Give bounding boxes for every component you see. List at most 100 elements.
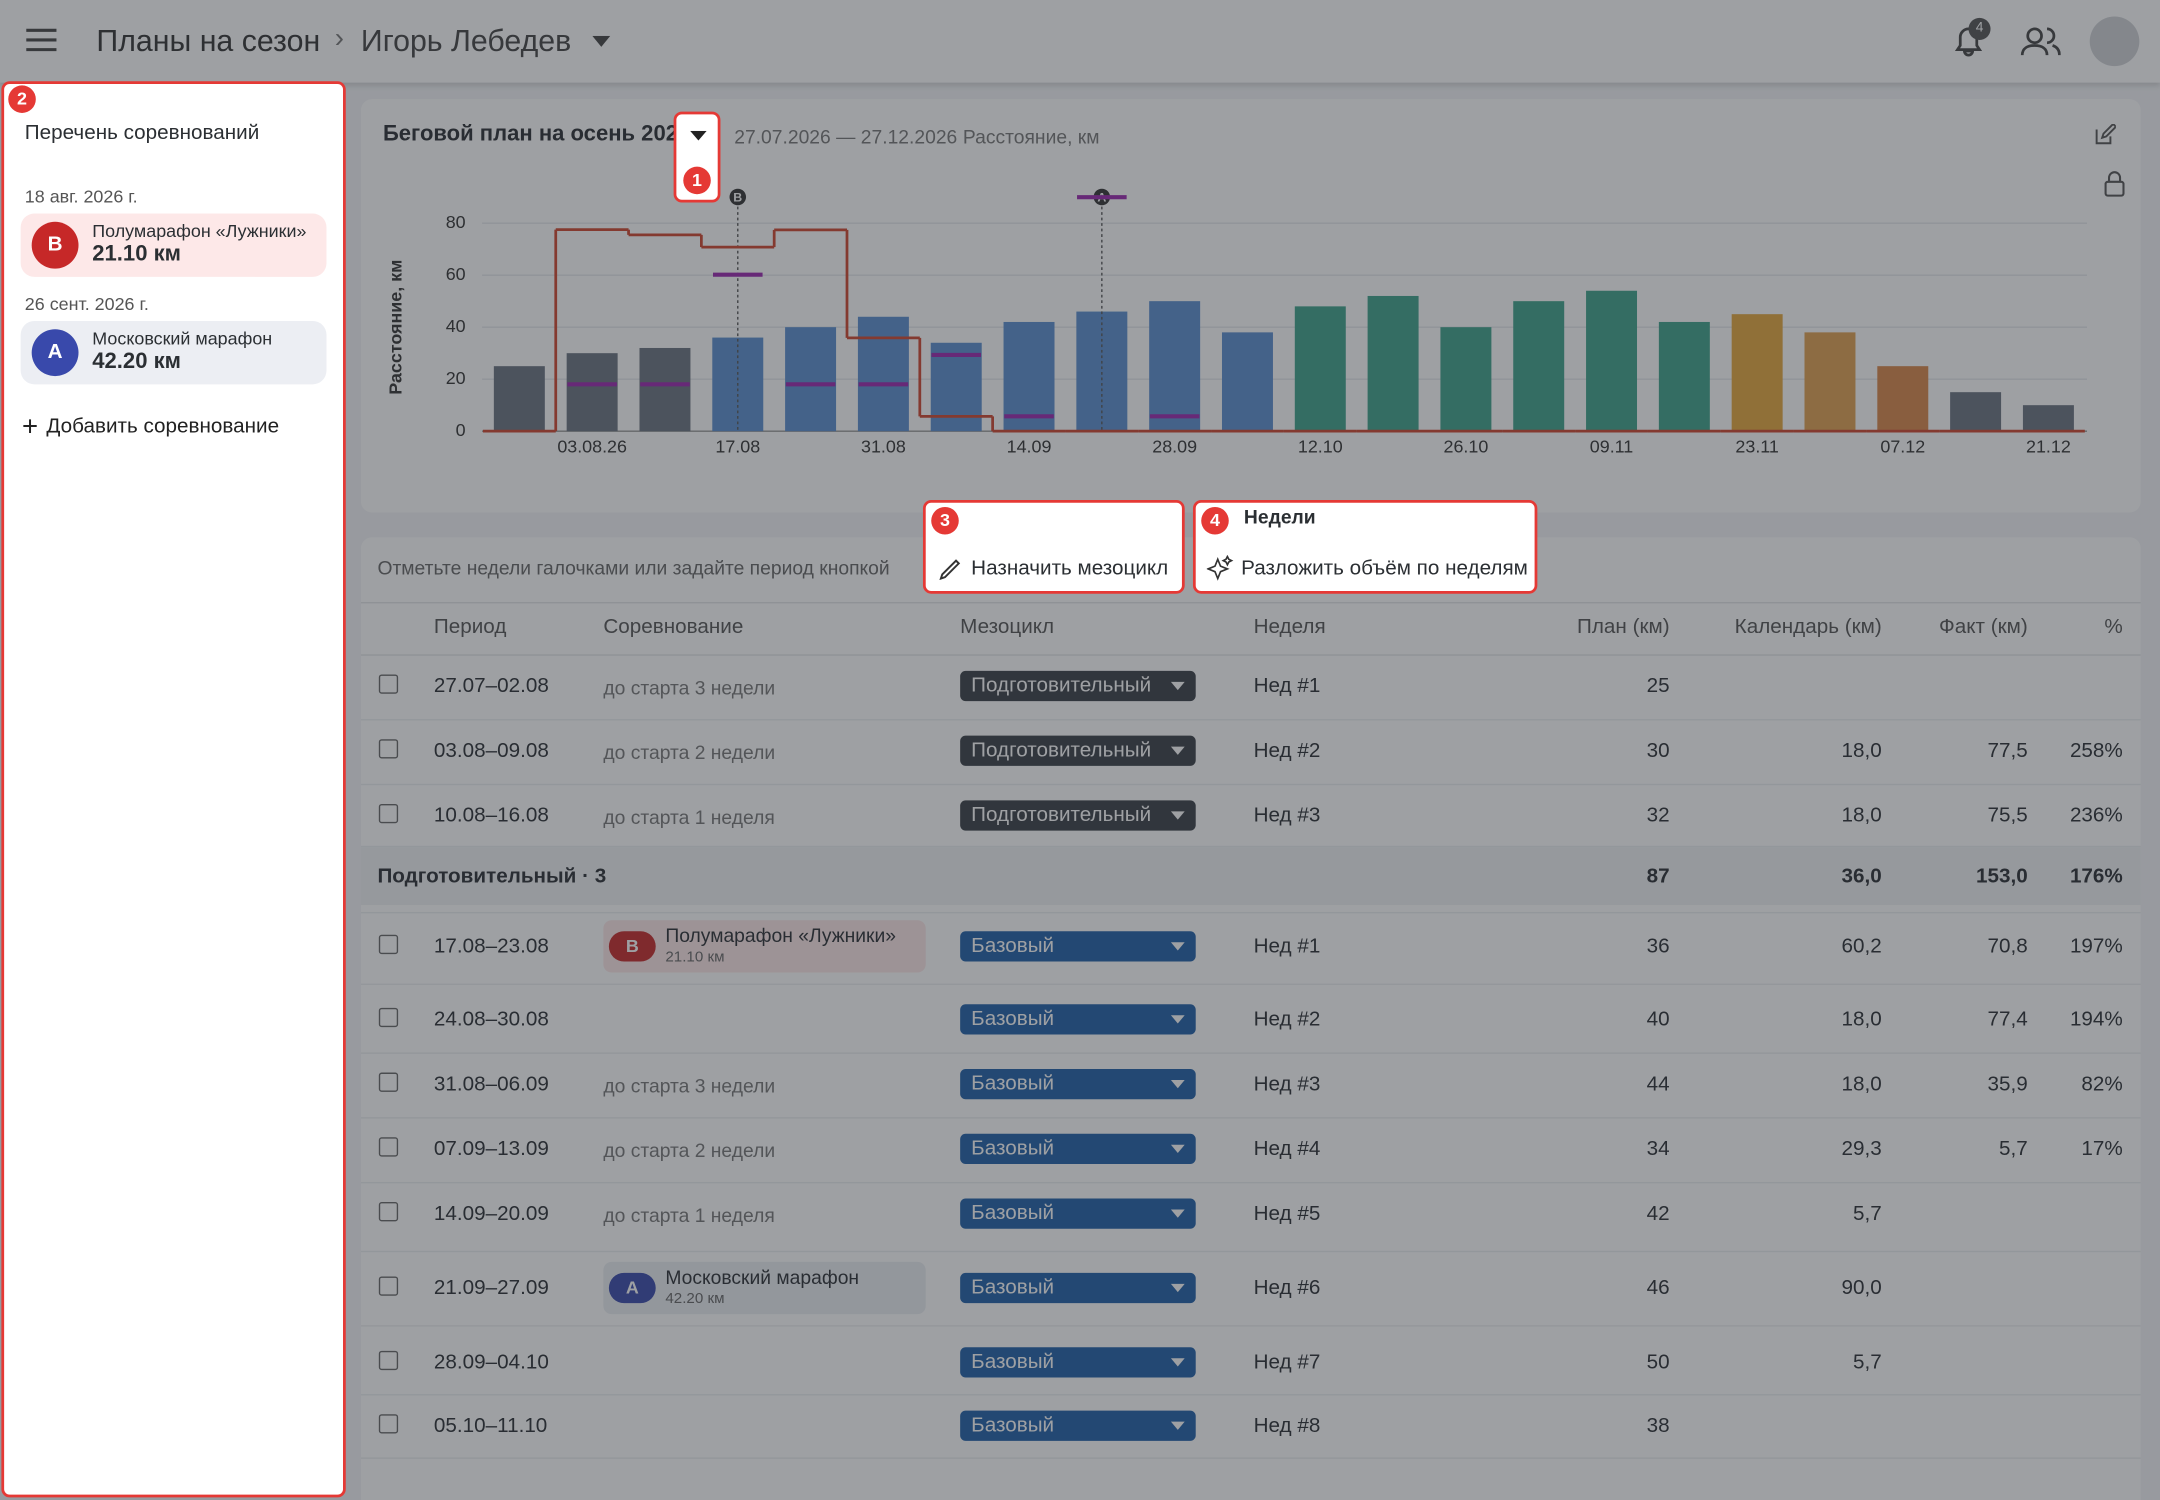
mesocycle-select[interactable]: Базовый bbox=[960, 1272, 1196, 1304]
row-divider bbox=[360, 1457, 2141, 1459]
distribute-button[interactable]: 4 Недели Разложить объём по неделям bbox=[1192, 500, 1538, 594]
row-checkbox[interactable] bbox=[378, 1276, 399, 1296]
cell-pct: 82% bbox=[2081, 1072, 2123, 1096]
breadcrumb-sep: › bbox=[334, 23, 344, 54]
cell-period: 28.09–04.10 bbox=[433, 1350, 549, 1375]
cell-period: 21.09–27.09 bbox=[433, 1276, 549, 1300]
summary-band bbox=[360, 847, 2141, 906]
bar bbox=[566, 353, 618, 432]
mesocycle-select[interactable]: Базовый bbox=[960, 1347, 1196, 1378]
y-axis-label: Расстояние, км bbox=[385, 260, 405, 395]
athlete-dropdown[interactable] bbox=[592, 35, 611, 48]
cell-period: 24.08–30.08 bbox=[433, 1007, 549, 1032]
cell-week: Нед #1 bbox=[1253, 674, 1321, 698]
cell-period: 05.10–11.10 bbox=[433, 1414, 548, 1438]
race-badge: A bbox=[608, 1272, 656, 1304]
cell-plan: 38 bbox=[1646, 1414, 1670, 1438]
competition-badge: A bbox=[31, 329, 79, 377]
row-checkbox[interactable] bbox=[378, 803, 399, 824]
cell-plan: 42 bbox=[1646, 1201, 1670, 1226]
competition-date: 18 авг. 2026 г. bbox=[24, 185, 138, 207]
cell-week: Нед #3 bbox=[1253, 1072, 1321, 1096]
menu-icon[interactable] bbox=[26, 28, 57, 53]
column-header: Период bbox=[433, 615, 507, 639]
mesocycle-select[interactable]: Подготовительный bbox=[960, 735, 1196, 766]
y-tick-label: 0 bbox=[456, 420, 466, 440]
mesocycle-select[interactable]: Подготовительный bbox=[960, 800, 1196, 831]
cell-plan: 32 bbox=[1646, 803, 1670, 828]
competition-distance: 42.20 км bbox=[92, 349, 181, 374]
weeks-card bbox=[360, 537, 2141, 1500]
race-badge: B bbox=[733, 191, 742, 205]
bar bbox=[857, 316, 909, 432]
cell-week: Нед #2 bbox=[1253, 1007, 1321, 1032]
summary-label: Подготовительный · 3 bbox=[377, 864, 607, 888]
bar bbox=[2022, 405, 2074, 432]
row-checkbox[interactable] bbox=[378, 1137, 399, 1157]
mesocycle-select[interactable]: Базовый bbox=[960, 1068, 1196, 1100]
mesocycle-select[interactable]: Подготовительный bbox=[960, 670, 1196, 702]
row-divider bbox=[360, 1394, 2141, 1396]
row-checkbox[interactable] bbox=[378, 674, 399, 694]
cell-calendar: 60,2 bbox=[1841, 934, 1882, 959]
race-chip[interactable]: B Полумарафон «Лужники» 21.10 км bbox=[603, 920, 926, 973]
mesocycle-select[interactable]: Базовый bbox=[960, 1410, 1196, 1441]
cell-week: Нед #1 bbox=[1253, 934, 1321, 959]
plan-title: Беговой план на осень 2026 bbox=[382, 122, 691, 147]
x-tick-label: 26.10 bbox=[1444, 436, 1489, 456]
assign-button[interactable]: 3 Назначить мезоцикл bbox=[922, 500, 1185, 594]
add-competition[interactable]: + Добавить соревнование bbox=[22, 412, 279, 444]
competitions-panel: 2 Перечень соревнований 18 авг. 2026 г. B… bbox=[1, 81, 346, 1498]
cell-plan: 87 bbox=[1646, 864, 1670, 888]
mesocycle-select[interactable]: Базовый bbox=[960, 1133, 1196, 1165]
x-tick-label: 31.08 bbox=[861, 436, 906, 456]
cell-calendar: 18,0 bbox=[1841, 1072, 1882, 1096]
cell-plan: 25 bbox=[1646, 674, 1670, 698]
avatar[interactable] bbox=[2089, 16, 2140, 67]
cell-week: Нед #5 bbox=[1253, 1201, 1321, 1226]
cell-competition: до старта 3 недели bbox=[603, 1074, 776, 1097]
mesocycle-select[interactable]: Базовый bbox=[960, 1198, 1196, 1229]
cell-period: 17.08–23.08 bbox=[433, 934, 549, 959]
row-divider bbox=[360, 1181, 2141, 1183]
cell-competition: до старта 2 недели bbox=[603, 1139, 776, 1162]
cell-fact: 5,7 bbox=[1999, 1137, 2028, 1161]
y-tick-label: 80 bbox=[446, 212, 466, 232]
row-checkbox[interactable] bbox=[378, 1072, 399, 1092]
mesocycle-select[interactable]: Базовый bbox=[960, 1004, 1196, 1035]
lock-icon[interactable] bbox=[2104, 171, 2126, 199]
bar bbox=[1658, 321, 1710, 432]
cell-calendar: 36,0 bbox=[1841, 864, 1882, 888]
cell-competition: до старта 1 неделя bbox=[603, 1203, 775, 1227]
bar bbox=[785, 327, 837, 432]
cell-competition: до старта 3 недели bbox=[603, 676, 776, 699]
x-tick-label: 07.12 bbox=[1880, 436, 1925, 456]
edit-icon[interactable] bbox=[2094, 123, 2116, 146]
cell-fact: 70,8 bbox=[1987, 934, 2028, 959]
page-title[interactable]: Планы на сезон bbox=[96, 23, 321, 58]
users-icon[interactable] bbox=[2019, 26, 2061, 56]
row-divider bbox=[360, 1250, 2141, 1253]
annotation-badge: 3 bbox=[931, 506, 959, 535]
competition-name: Московский марафон bbox=[92, 327, 273, 349]
row-checkbox[interactable] bbox=[378, 1414, 399, 1434]
row-checkbox[interactable] bbox=[378, 1350, 399, 1371]
row-checkbox[interactable] bbox=[378, 1007, 399, 1028]
cell-week: Нед #8 bbox=[1253, 1414, 1321, 1438]
competition-name: Полумарафон «Лужники» bbox=[92, 220, 307, 242]
row-checkbox[interactable] bbox=[378, 1202, 399, 1222]
column-header: Соревнование bbox=[603, 615, 744, 639]
competition-card[interactable]: B Полумарафон «Лужники» 21.10 км bbox=[20, 213, 327, 277]
row-checkbox[interactable] bbox=[378, 739, 399, 759]
x-tick-label: 28.09 bbox=[1152, 436, 1197, 456]
mesocycle-select[interactable]: Базовый bbox=[960, 931, 1196, 962]
athlete-name[interactable]: Игорь Лебедев bbox=[360, 23, 572, 58]
plan-dropdown[interactable]: 1 bbox=[673, 111, 721, 203]
row-checkbox[interactable] bbox=[378, 934, 399, 955]
race-chip[interactable]: A Московский марафон 42.20 км bbox=[603, 1261, 926, 1315]
row-divider bbox=[360, 1051, 2141, 1054]
competition-card[interactable]: A Московский марафон 42.20 км bbox=[20, 320, 327, 385]
column-header: Календарь (км) bbox=[1734, 615, 1882, 639]
